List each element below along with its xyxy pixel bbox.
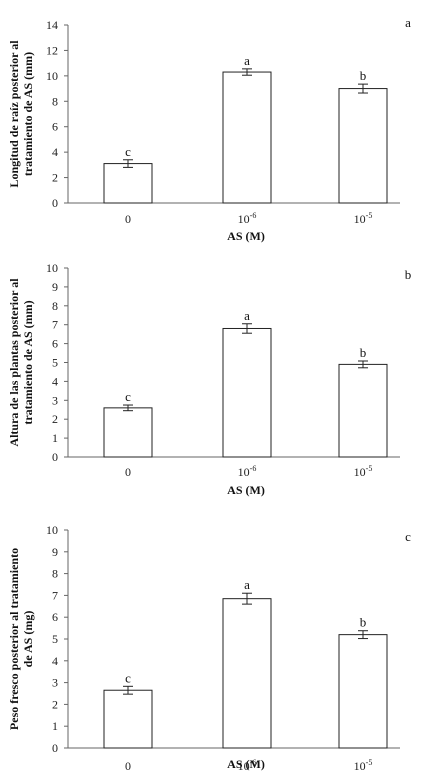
x-tick-label: 0 [125, 465, 131, 479]
y-tick-label: 8 [52, 94, 58, 108]
y-tick-label: 3 [52, 676, 58, 690]
significance-letter: a [244, 308, 250, 323]
x-tick-label: 10-5 [354, 464, 373, 479]
y-tick-label: 14 [46, 18, 58, 32]
significance-letter: c [125, 389, 131, 404]
bar [222, 598, 272, 749]
y-tick-label: 6 [52, 610, 58, 624]
significance-letter: a [244, 577, 250, 592]
y-tick-label: 5 [52, 356, 58, 370]
panel-letter: b [405, 267, 412, 282]
x-tick-label: 10-6 [238, 758, 257, 773]
y-tick-label: 9 [52, 545, 58, 559]
y-tick-label: 12 [46, 43, 58, 57]
panel-letter: c [405, 529, 411, 544]
y-tick-label: 7 [52, 318, 58, 332]
chart-panel-a: 0 2 4 6 8 10 12 14 c 0 a 10-6 b 10-5 AS (M) Longitud de… [7, 15, 411, 243]
y-tick-label: 1 [52, 431, 58, 445]
bar [103, 689, 153, 749]
x-axis-label: AS (M) [227, 483, 265, 497]
y-axis-label: Altura de las plantas posterior al [7, 278, 21, 447]
x-tick-label: 10-5 [354, 211, 373, 226]
y-tick-label: 10 [46, 69, 58, 83]
y-axis-label: tratamiento de AS (mm) [21, 300, 35, 424]
significance-letter: c [125, 144, 131, 159]
x-tick-label: 0 [125, 759, 131, 773]
significance-letter: b [360, 68, 367, 83]
x-tick-label: 10-6 [238, 211, 257, 226]
bar [338, 634, 388, 749]
x-tick-label: 10-6 [238, 464, 257, 479]
y-tick-label: 8 [52, 567, 58, 581]
y-tick-label: 2 [52, 697, 58, 711]
y-tick-label: 0 [52, 196, 58, 210]
x-axis-label: AS (M) [227, 757, 265, 771]
y-tick-label: 0 [52, 450, 58, 464]
y-tick-label: 4 [52, 654, 58, 668]
x-tick-label: 0 [125, 212, 131, 226]
bar [103, 163, 153, 204]
y-tick-label: 8 [52, 299, 58, 313]
bar [222, 71, 272, 204]
y-tick-label: 5 [52, 632, 58, 646]
bar [103, 407, 153, 458]
y-tick-label: 4 [52, 145, 58, 159]
y-tick-label: 4 [52, 374, 58, 388]
x-tick-label: 10-5 [354, 758, 373, 773]
y-tick-label: 10 [46, 523, 58, 537]
chart-panel-b: 0 1 2 3 4 5 6 7 8 9 10 c 0 a 10-6 b 10-5 AS (M) Altura de … [7, 261, 411, 497]
y-axis-label: Peso fresco posterior al tratamiento [7, 548, 21, 730]
y-axis-label: Longitud de raíz posterior al [7, 40, 21, 188]
y-tick-label: 0 [52, 741, 58, 755]
y-tick-label: 2 [52, 412, 58, 426]
y-tick-label: 6 [52, 337, 58, 351]
y-tick-label: 6 [52, 120, 58, 134]
y-tick-label: 2 [52, 171, 58, 185]
bar [338, 363, 388, 458]
significance-letter: b [360, 345, 367, 360]
y-tick-label: 10 [46, 261, 58, 275]
y-axis-label: tratamiento de AS (mm) [21, 52, 35, 176]
significance-letter: a [244, 53, 250, 68]
chart-panel-c: 0 1 2 3 4 5 6 7 8 9 10 c 0 a 10-6 b 10-5 AS (M) Peso fresc… [7, 523, 411, 773]
y-axis-label: de AS (mg) [21, 611, 35, 668]
y-tick-label: 9 [52, 280, 58, 294]
bar [338, 88, 388, 204]
bar [222, 327, 272, 458]
panel-letter: a [405, 15, 411, 30]
x-axis-label: AS (M) [227, 229, 265, 243]
y-tick-label: 1 [52, 719, 58, 733]
y-tick-label: 7 [52, 588, 58, 602]
significance-letter: b [360, 615, 367, 630]
significance-letter: c [125, 670, 131, 685]
y-tick-label: 3 [52, 393, 58, 407]
